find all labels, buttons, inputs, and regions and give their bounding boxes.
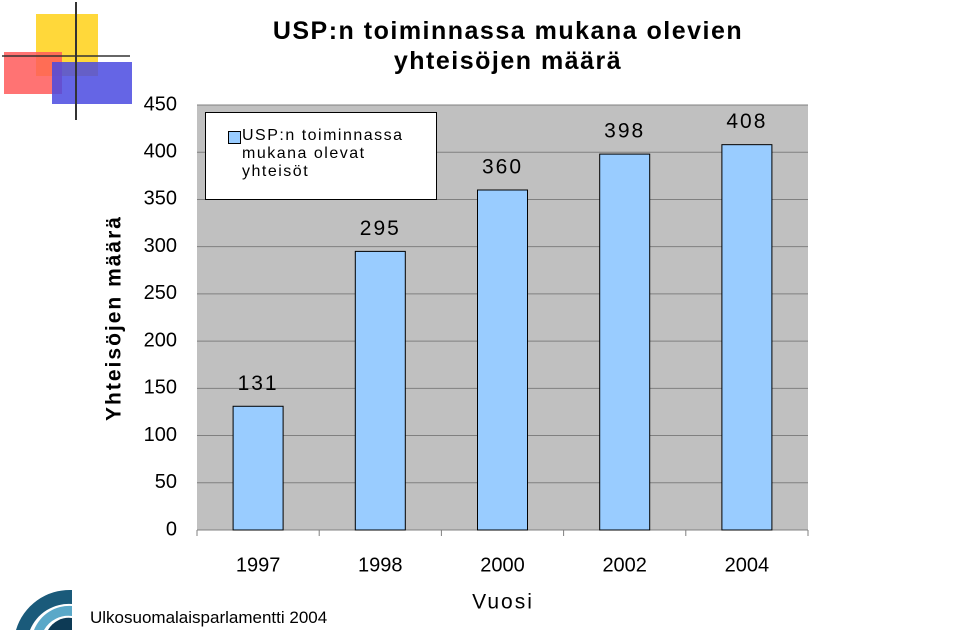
y-tick-label: 450 [144,93,177,115]
legend: USP:n toiminnassa mukana olevat yhteisöt [205,112,437,200]
y-tick-label: 0 [166,518,177,540]
value-label: 398 [604,120,645,143]
x-tick-label: 1998 [358,554,403,576]
y-tick-label: 100 [144,424,177,446]
bar [477,189,528,531]
logo [16,589,72,630]
x-tick-label: 2004 [725,554,770,576]
x-tick-label: 1997 [236,554,281,576]
x-axis-label: Vuosi [472,591,534,614]
legend-label: USP:n toiminnassa mukana olevat yhteisöt [242,127,404,180]
y-tick-label: 400 [144,141,177,163]
y-tick-label: 350 [144,188,177,210]
bar [232,405,284,531]
bar [599,153,651,531]
y-tick-label: 250 [144,282,177,304]
y-tick-label: 300 [144,235,177,257]
x-tick-label: 2002 [602,554,647,576]
legend-swatch [228,131,241,144]
chart-title: USP:n toiminnassa mukana olevien yhteisö… [272,17,744,75]
value-label: 295 [360,217,401,240]
y-tick-label: 150 [144,377,177,399]
y-tick-label: 50 [155,471,177,493]
x-tick-label: 2000 [480,554,525,576]
footer: Ulkosuomalaisparlamentti 2004 [90,608,328,627]
y-tick-label: 200 [144,329,177,351]
bar [354,250,406,531]
y-axis-label: Yhteisöjen määrä [103,215,126,421]
deco-square [52,62,132,104]
value-label: 360 [482,156,523,179]
value-label: 408 [726,110,767,133]
value-label: 131 [238,372,279,395]
bar [721,144,773,531]
